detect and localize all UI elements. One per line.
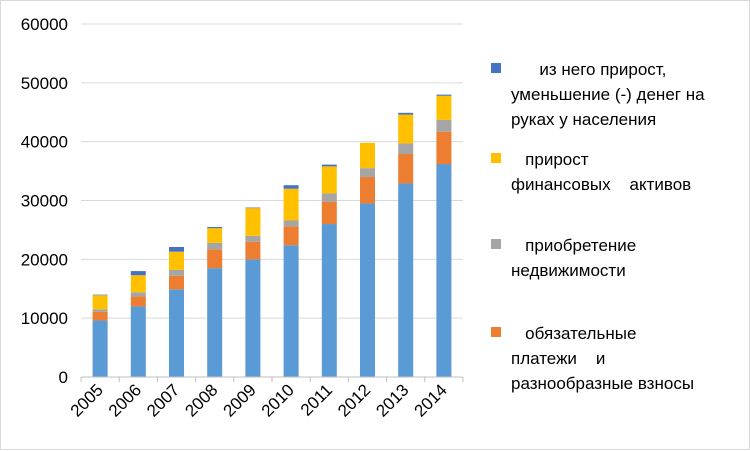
bar-segment (321, 201, 337, 225)
bar-segment (360, 203, 375, 377)
x-tick-label: 2010 (258, 380, 298, 420)
bar-segment (360, 168, 375, 177)
bar-segment (283, 188, 299, 221)
bar-segment (436, 95, 452, 120)
bar-segment (283, 226, 299, 246)
bar-segment (321, 224, 337, 377)
bar-segment (360, 176, 375, 204)
x-tick-label: 2013 (372, 380, 412, 420)
bar-segment (245, 259, 261, 377)
bar-segment (169, 275, 184, 290)
bar-segment (245, 241, 261, 260)
bar-segment (92, 311, 108, 321)
legend-swatch-money-growth (491, 63, 501, 73)
y-tick-label: 0 (59, 368, 68, 387)
bar-segment (283, 220, 299, 227)
bar-segment (207, 226, 223, 229)
x-tick-label: 2009 (220, 380, 260, 420)
bar-segment (436, 94, 452, 96)
bar-segment (92, 294, 108, 296)
bar-segment (92, 320, 108, 377)
y-tick-label: 60000 (21, 15, 68, 34)
bar-segment (436, 131, 452, 165)
bar-segment (436, 119, 452, 132)
bar-segment (245, 208, 261, 236)
x-tick-label: 2014 (411, 380, 451, 420)
x-tick-label: 2008 (181, 380, 221, 420)
y-tick-label: 40000 (21, 133, 68, 152)
axes (80, 376, 464, 382)
bar-segment (398, 154, 414, 184)
bar-segment (92, 295, 108, 310)
x-tick-label: 2005 (67, 380, 107, 420)
bar-segment (360, 142, 375, 169)
bar-segment (169, 289, 184, 377)
bar-segment (398, 183, 414, 377)
bar-segment (130, 306, 146, 377)
x-tick-label: 2012 (334, 380, 374, 420)
bar-segment (130, 275, 146, 293)
bar-segment (245, 235, 261, 242)
y-tick-label: 50000 (21, 74, 68, 93)
bar-segment (321, 164, 337, 167)
bar-segment (207, 268, 223, 377)
bar-segment (398, 112, 414, 115)
bar-segment (398, 114, 414, 144)
bar-segment (321, 193, 337, 202)
bar-segment (169, 251, 184, 270)
legend-label-money-growth: из него прирост, уменьшение (-) денег на… (511, 60, 705, 129)
bar-segment (321, 166, 337, 194)
bar-segment (283, 245, 299, 377)
bar-segment (130, 296, 146, 307)
bar-segment (169, 269, 184, 276)
legend-item-financial-assets: прирост финансовых активов (491, 147, 741, 197)
bar-segment (207, 228, 223, 243)
legend-label-financial-assets: прирост финансовых активов (511, 150, 692, 194)
bar-segment (283, 185, 299, 189)
y-tick-label: 20000 (21, 250, 68, 269)
bar-segment (436, 164, 452, 377)
legend-swatch-payments (491, 327, 501, 337)
x-tick-label: 2011 (297, 380, 336, 419)
legend-label-payments: обязательные платежи и разнообразные взн… (511, 324, 695, 393)
y-tick-label: 10000 (21, 309, 68, 328)
bar-segment (207, 249, 223, 269)
legend-label-real-estate: приобретение недвижимости (511, 236, 637, 280)
legend-item-real-estate: приобретение недвижимости (491, 233, 741, 283)
x-tick-label: 2006 (105, 380, 145, 420)
bar-segment (398, 143, 414, 155)
legend-item-payments: обязательные платежи и разнообразные взн… (491, 321, 741, 396)
x-tick-label: 2007 (143, 380, 183, 420)
bars (92, 94, 452, 377)
bar-segment (92, 309, 108, 312)
legend-swatch-real-estate (491, 239, 501, 249)
bar-segment (245, 207, 261, 209)
y-tick-label: 30000 (21, 192, 68, 211)
bar-segment (169, 246, 184, 252)
bar-segment (130, 292, 146, 297)
legend-swatch-financial-assets (491, 153, 501, 163)
bar-segment (130, 271, 146, 276)
y-tick-labels: 0 10000 20000 30000 40000 50000 60000 (21, 15, 68, 387)
bar-segment (207, 242, 223, 250)
legend-item-money-growth: из него прирост, уменьшение (-) денег на… (491, 57, 741, 132)
